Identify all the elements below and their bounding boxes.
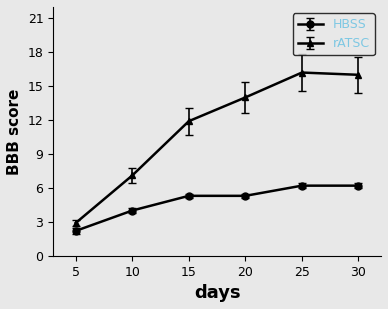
X-axis label: days: days xyxy=(194,284,241,302)
Y-axis label: BBB score: BBB score xyxy=(7,88,22,175)
Legend: HBSS, rATSC: HBSS, rATSC xyxy=(293,13,375,55)
